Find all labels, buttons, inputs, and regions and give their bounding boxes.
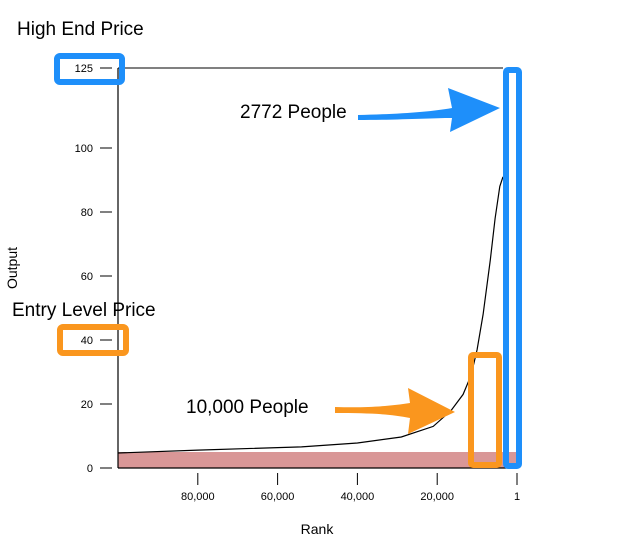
orange-arrow (335, 388, 455, 434)
entry-level-price-label: Entry Level Price (12, 300, 156, 321)
y-tick-label: 100 (75, 143, 93, 155)
x-tick-label: 40,000 (341, 491, 375, 503)
entry-rank-box (468, 352, 502, 468)
x-tick-label: 20,000 (420, 491, 454, 503)
y-tick-label: 125 (75, 63, 93, 75)
entry-level-price-box (57, 324, 129, 356)
y-tick-label: 60 (81, 271, 93, 283)
baseline-band (118, 452, 517, 468)
x-tick-label: 1 (514, 491, 520, 503)
y-tick-label: 0 (87, 463, 93, 475)
y-tick-label: 40 (81, 335, 93, 347)
x-tick-label: 60,000 (261, 491, 295, 503)
high-end-rank-box (503, 67, 522, 469)
y-tick-label: 80 (81, 207, 93, 219)
x-axis-label: Rank (301, 521, 335, 537)
series-line (117, 176, 504, 454)
x-tick-label: 80,000 (181, 491, 215, 503)
high-end-count-label: 2772 People (240, 102, 347, 123)
entry-count-label: 10,000 People (186, 397, 309, 418)
y-tick-label: 20 (81, 399, 93, 411)
blue-arrow (358, 88, 500, 132)
y-axis-label: Output (4, 247, 20, 289)
high-end-price-box (54, 53, 125, 85)
high-end-price-label: High End Price (17, 19, 144, 40)
